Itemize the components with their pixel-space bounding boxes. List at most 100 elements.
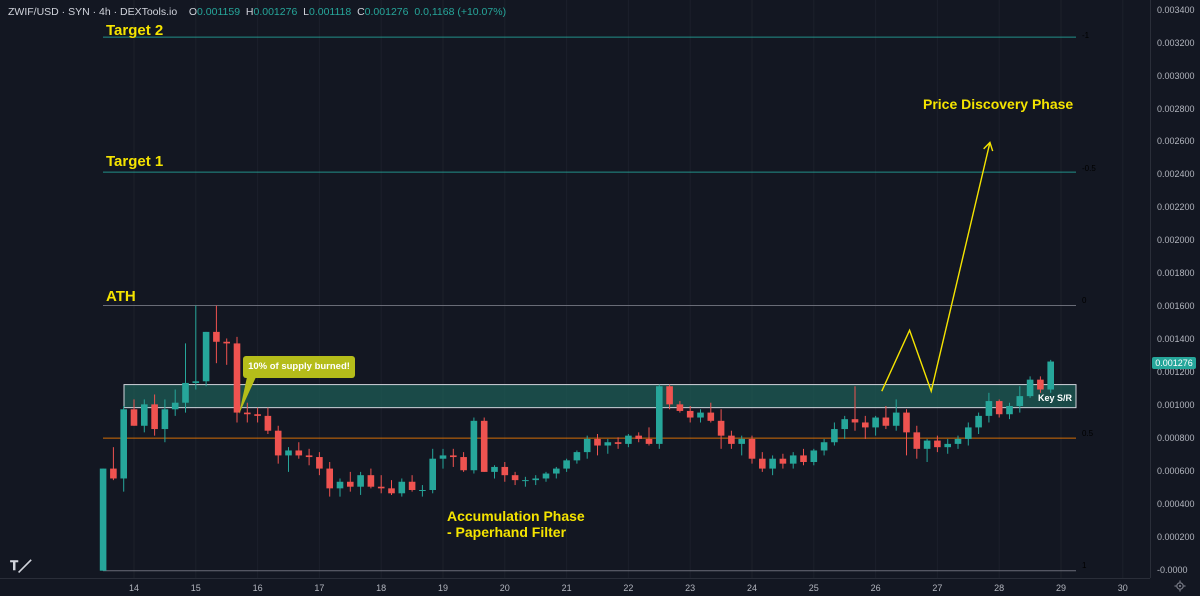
candle-up [985, 401, 993, 416]
accumulation-label-line1: Accumulation Phase [447, 508, 585, 524]
candle-down [151, 404, 158, 430]
candle-down [316, 457, 323, 469]
time-tick-label: 25 [808, 583, 819, 593]
last-price-tag: 0.001276 [1152, 357, 1196, 369]
candle-up [810, 450, 818, 462]
time-tick-label: 27 [932, 583, 943, 593]
open-key: O [188, 6, 198, 18]
candle-up [604, 442, 612, 446]
price-tick-label: 0.000800 [1157, 432, 1195, 443]
high-value: 0.001276 [253, 6, 298, 18]
candle-up [573, 452, 581, 461]
time-tick-label: 14 [128, 583, 140, 593]
candle-up [563, 460, 570, 469]
candle-up [831, 429, 838, 443]
time-tick-label: 24 [746, 583, 758, 593]
candle-down [851, 419, 859, 423]
candle-up [182, 382, 189, 403]
candle-up [419, 489, 426, 491]
candle-up [120, 409, 127, 479]
candle-up [954, 438, 962, 444]
candle-down [882, 417, 890, 426]
candle-up [820, 442, 828, 451]
candle-down [635, 435, 642, 439]
time-tick-label: 22 [623, 583, 634, 593]
accumulation-label-line2: - Paperhand Filter [447, 524, 567, 540]
candle-down [130, 409, 138, 426]
candle-down [305, 455, 313, 458]
candle-up [542, 473, 550, 479]
price-tick-label: 0.000400 [1157, 498, 1195, 509]
candle-down [676, 404, 684, 411]
supply-burned-callout: 10% of supply burned! [243, 356, 355, 378]
price-tick-label: 0.002600 [1157, 136, 1195, 147]
candle-down [223, 341, 230, 344]
target1-label: Target 1 [106, 153, 164, 170]
candle-up [553, 468, 560, 474]
gear-icon[interactable] [1174, 580, 1186, 592]
candle-down [800, 455, 807, 462]
ath-label: ATH [106, 288, 136, 305]
time-tick-label: 16 [252, 583, 263, 593]
candle-up [697, 412, 704, 418]
candle-down [295, 450, 303, 456]
key-sr-label: Key S/R [1038, 393, 1073, 403]
candle-down [686, 410, 694, 418]
candle-up [398, 481, 406, 494]
time-tick-label: 15 [190, 583, 201, 593]
candle-up [625, 435, 632, 444]
candle-up [944, 443, 951, 448]
price-tick-label: 0.001200 [1157, 367, 1195, 378]
candle-up [439, 455, 447, 459]
candle-down [264, 415, 272, 431]
candle-down [862, 422, 869, 428]
tradingview-logo-icon[interactable]: 𝐓╱ [10, 558, 32, 573]
candle-up [738, 438, 745, 444]
price-tick-label: 0.001600 [1157, 301, 1195, 312]
candle-down [707, 412, 715, 421]
candle-down [326, 468, 333, 489]
close-key: C [357, 6, 365, 18]
time-tick-label: 19 [437, 583, 449, 593]
fib-label-0: 0 [1082, 296, 1087, 305]
price-discovery-label: Price Discovery Phase [923, 96, 1074, 112]
candle-up [99, 468, 107, 571]
price-tick-label: 0.003200 [1157, 37, 1195, 48]
candle-down [347, 481, 354, 487]
candle-down [717, 420, 725, 436]
candle-up [202, 331, 210, 382]
fib-label-05: 0.5 [1082, 429, 1094, 438]
candle-up [285, 450, 292, 456]
fib-label-minus1: -1 [1082, 31, 1090, 40]
price-tick-label: 0.002000 [1157, 235, 1195, 246]
chart-canvas[interactable] [0, 0, 1150, 578]
close-value: 0.001276 [364, 6, 409, 18]
price-axis[interactable]: 0.003400 0.003200 0.003000 0.002800 0.002600… [1150, 0, 1200, 578]
price-tick-label: 0.000200 [1157, 531, 1195, 542]
candle-up [491, 466, 498, 472]
time-tick-label: 21 [561, 583, 572, 593]
candle-down [274, 430, 282, 456]
candle-down [1037, 379, 1044, 390]
symbol-info[interactable]: ZWIF/USD · SYN · 4h · DEXTools.io [8, 6, 178, 18]
candle-up [336, 481, 344, 489]
candle-up [171, 402, 179, 410]
candle-down [377, 486, 385, 489]
time-axis[interactable]: 14 15 16 17 18 19 20 21 22 23 24 25 26 27 28 29 30 [0, 578, 1150, 596]
candle-up [872, 417, 879, 428]
price-tick-label: 0.001800 [1157, 268, 1195, 279]
price-tick-label: 0.003400 [1157, 4, 1195, 15]
candle-up [532, 478, 539, 481]
candle-up [769, 458, 776, 469]
candle-up [841, 419, 848, 430]
candle-down [594, 438, 601, 446]
candle-up [470, 420, 478, 471]
time-tick-label: 26 [870, 583, 881, 593]
open-value: 0.001159 [197, 6, 241, 18]
projection-path [881, 142, 991, 394]
candle-down [666, 386, 673, 405]
price-tick-label: 0.002800 [1157, 103, 1195, 114]
candle-up [522, 480, 529, 482]
fib-label-minus05: -0.5 [1082, 164, 1096, 173]
